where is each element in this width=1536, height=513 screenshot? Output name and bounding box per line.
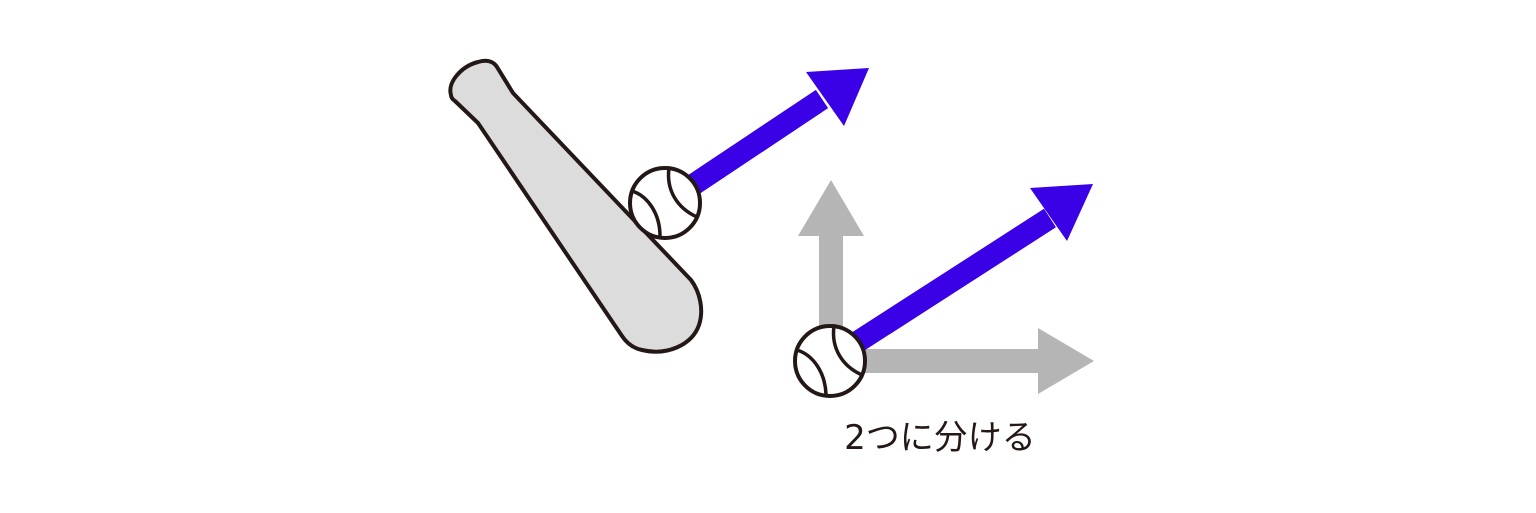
horizontal-component-arrow: [840, 328, 1094, 394]
arrow-head: [1038, 328, 1094, 394]
arrow-head: [1030, 184, 1093, 241]
baseball-bat: [448, 58, 704, 354]
ball-seam: [795, 348, 828, 396]
arrow-head: [806, 68, 869, 126]
vertical-component-arrow: [798, 180, 864, 336]
arrow-shaft: [819, 236, 843, 336]
velocity-arrow: [842, 184, 1093, 358]
arrow-shaft: [683, 89, 829, 197]
ball-body: [793, 324, 867, 398]
baseball: [793, 324, 867, 398]
arrow-shaft: [840, 349, 1038, 373]
baseball: [628, 166, 702, 240]
arrow-head: [798, 180, 864, 236]
ball-body: [628, 166, 702, 240]
ball-seam: [630, 189, 662, 238]
ball-seam: [831, 324, 864, 377]
caption-label: 2つに分ける: [844, 418, 1036, 458]
ball-seam: [666, 166, 699, 219]
velocity-arrow: [683, 68, 869, 197]
arrow-shaft: [842, 208, 1056, 358]
